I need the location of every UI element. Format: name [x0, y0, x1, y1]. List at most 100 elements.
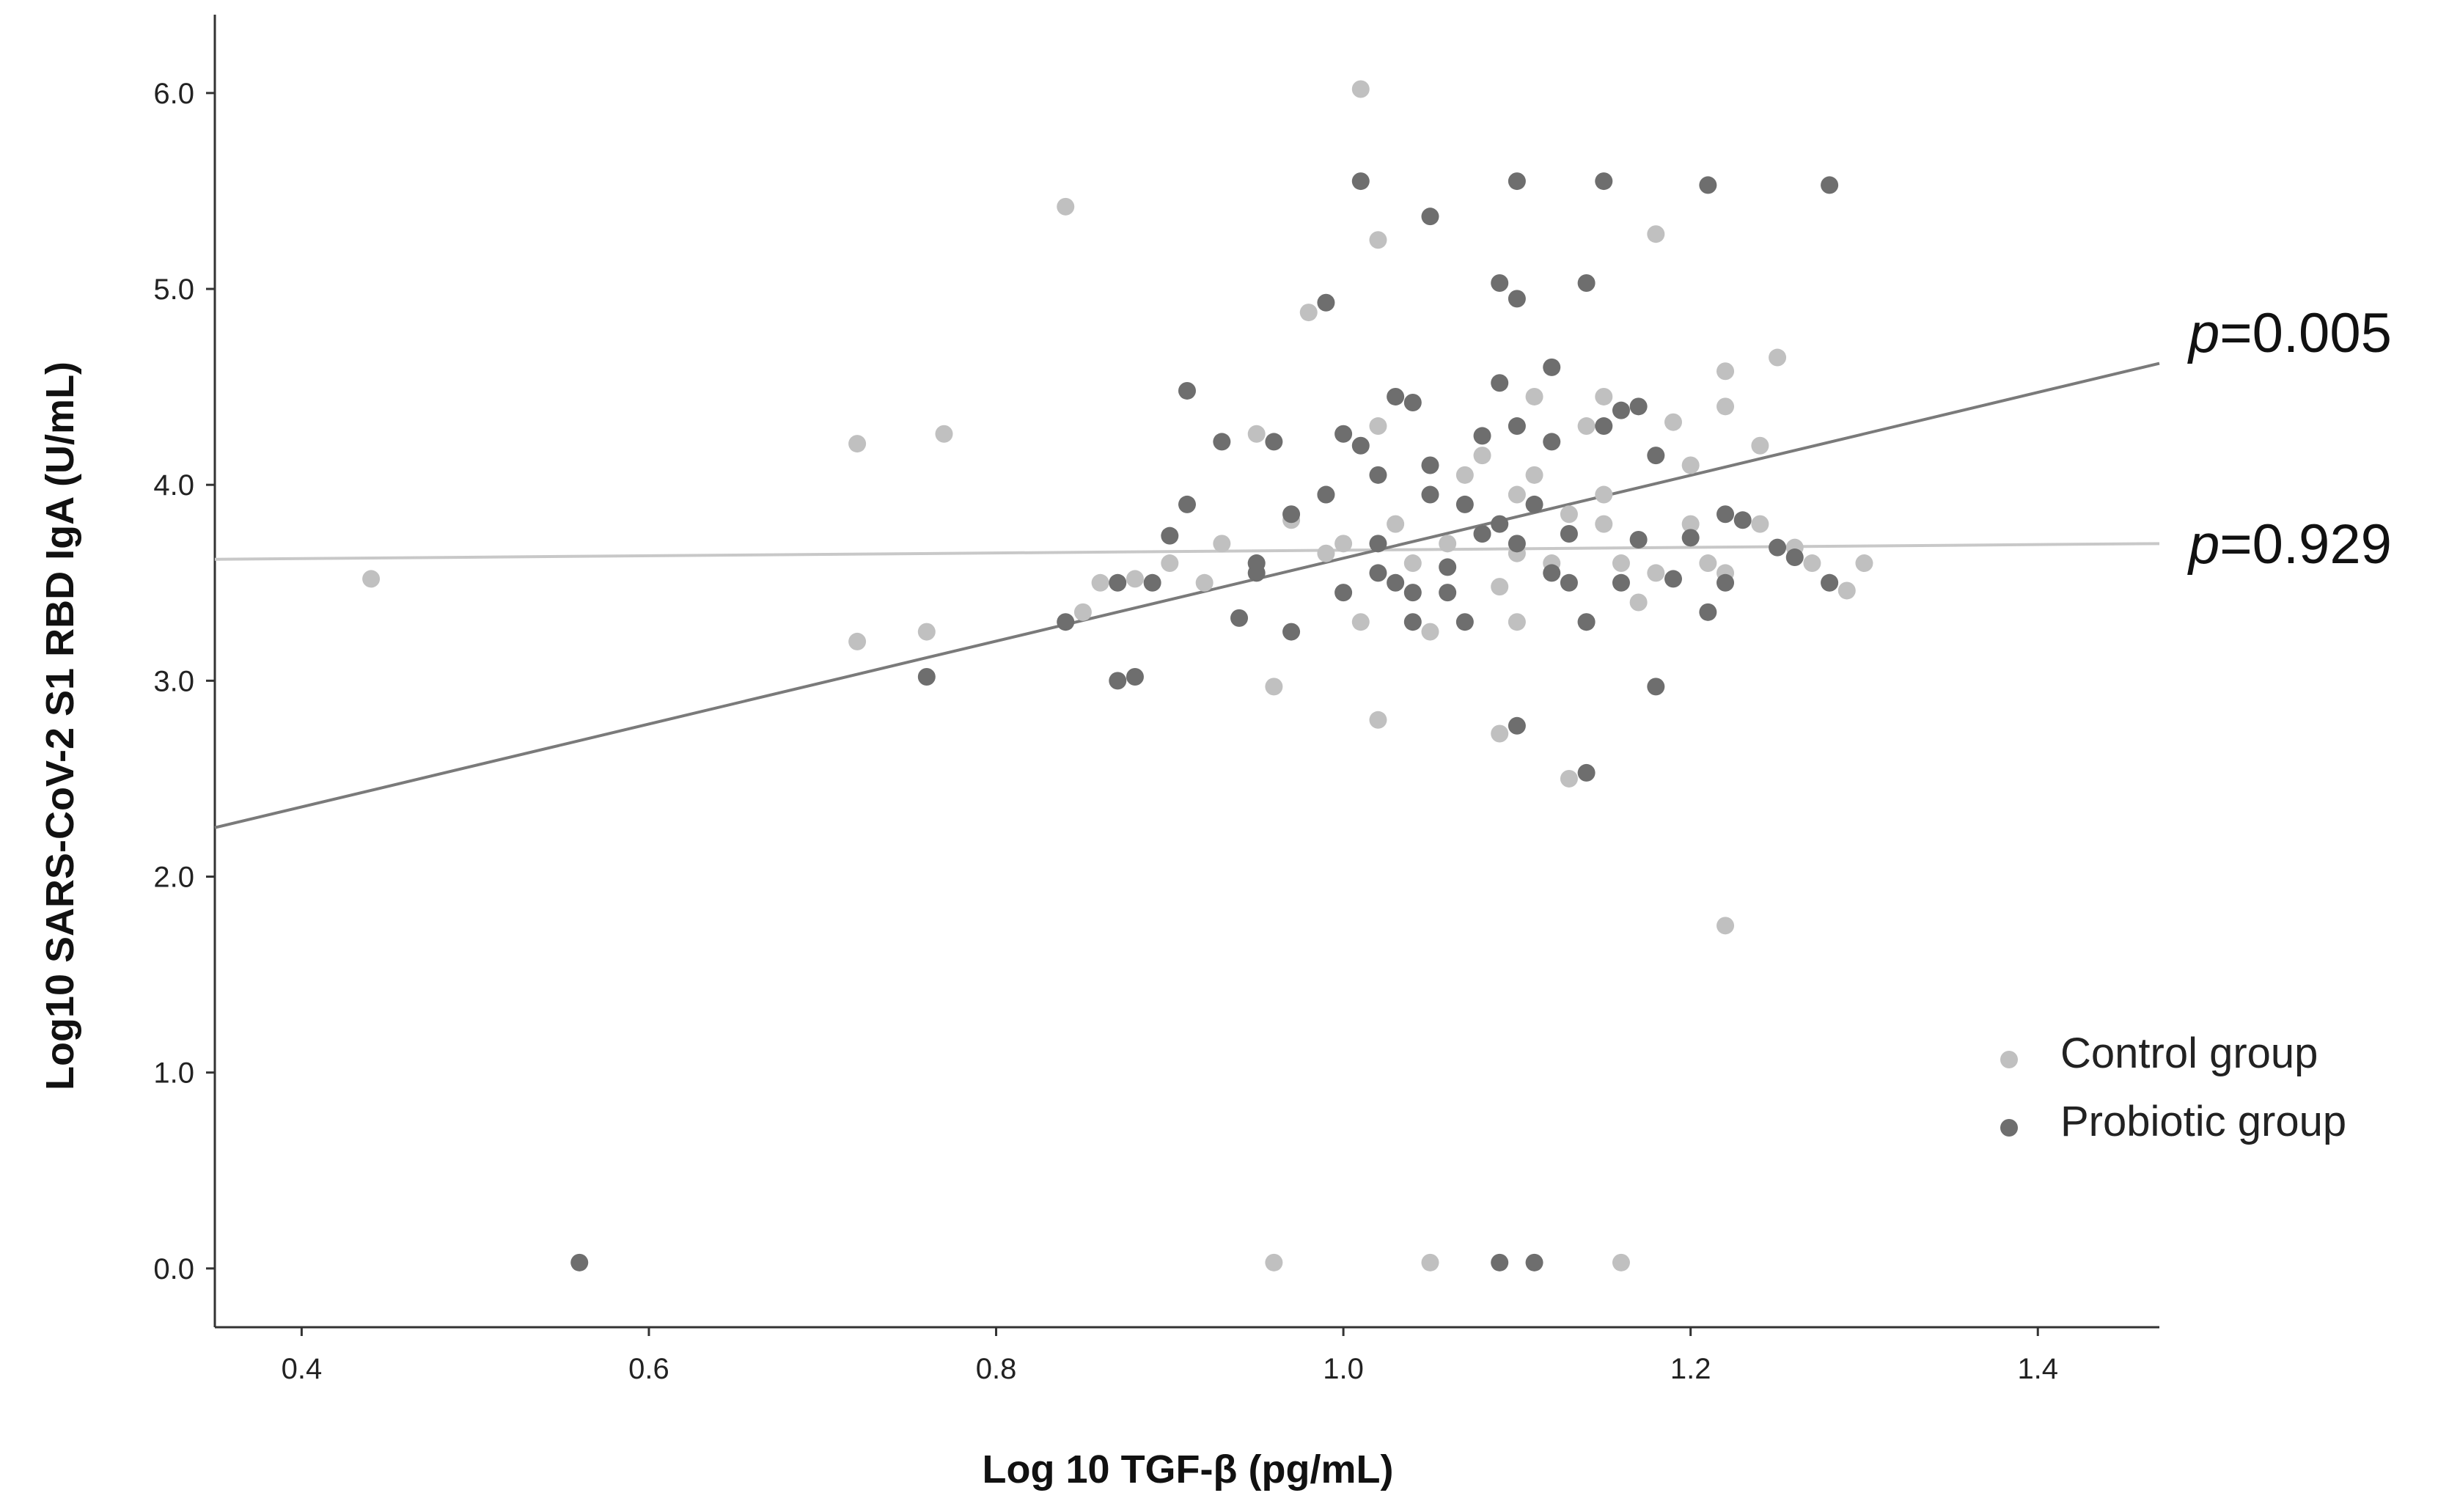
control-point: [1837, 581, 1856, 600]
probiotic-point: [1508, 290, 1526, 308]
control-point: [1317, 544, 1335, 562]
control-point: [1855, 554, 1873, 573]
control-point: [1299, 304, 1318, 322]
probiotic-point: [1439, 558, 1457, 576]
control-point: [1351, 613, 1370, 631]
probiotic-point: [1178, 381, 1196, 400]
probiotic-point: [1577, 274, 1596, 293]
fit-lines: [214, 362, 2160, 829]
probiotic-point: [917, 668, 936, 686]
probiotic-point: [1508, 716, 1526, 735]
p-value-number: =0.005: [2219, 302, 2392, 364]
probiotic-point: [1421, 208, 1439, 226]
control-point: [1403, 554, 1422, 573]
control-point: [1716, 397, 1735, 416]
probiotic-point: [1403, 393, 1422, 411]
y-tick-label: 6.0: [153, 78, 194, 110]
probiotic-point: [1769, 538, 1787, 557]
p-symbol: p: [2187, 513, 2219, 576]
control-point: [1369, 711, 1387, 729]
legend-label-control: Control group: [2060, 1030, 2318, 1077]
probiotic-point: [1491, 515, 1509, 533]
probiotic-point: [1403, 584, 1422, 602]
p-value-probiotic: p=0.005: [2187, 302, 2392, 364]
control-point: [1491, 578, 1509, 596]
control-point: [1681, 456, 1700, 474]
x-tick-label: 1.0: [1323, 1353, 1364, 1385]
control-point: [1769, 348, 1787, 367]
probiotic-point: [1629, 397, 1648, 416]
probiotic-point: [1421, 456, 1439, 474]
control-point: [1612, 554, 1630, 573]
x-tick-label: 1.2: [1670, 1353, 1711, 1385]
x-tick-label: 0.4: [282, 1353, 323, 1385]
control-point: [1681, 515, 1700, 533]
control-point: [1421, 623, 1439, 641]
control-point: [1803, 554, 1821, 573]
probiotic-point: [1629, 531, 1648, 548]
probiotic-point: [1508, 172, 1526, 191]
probiotic-point: [1821, 573, 1839, 592]
probiotic-point: [1699, 603, 1717, 621]
probiotic-point: [1230, 609, 1249, 627]
probiotic-point: [1421, 485, 1439, 504]
y-tick-label: 3.0: [153, 665, 194, 697]
probiotic-point: [1334, 425, 1353, 443]
y-tick-label: 0.0: [153, 1253, 194, 1285]
probiotic-point: [1560, 524, 1578, 543]
control-point: [1525, 466, 1543, 484]
control-point: [1455, 466, 1474, 484]
control-point: [1213, 535, 1231, 553]
control-point: [1647, 225, 1665, 243]
control-point: [1265, 1253, 1283, 1271]
control-point: [1612, 1253, 1630, 1271]
x-axis-title: Log 10 TGF-β (pg/mL): [983, 1447, 1394, 1491]
probiotic-point: [1317, 293, 1335, 312]
p-symbol: p: [2187, 302, 2219, 364]
control-point: [1073, 603, 1092, 621]
data-points: [362, 80, 1873, 1271]
probiotic-point: [1282, 505, 1301, 524]
probiotic-point: [1439, 584, 1457, 602]
control-point: [1091, 573, 1109, 592]
control-point: [917, 623, 936, 641]
control-point: [1369, 417, 1387, 436]
probiotic-point: [1699, 176, 1717, 194]
probiotic-point: [1455, 613, 1474, 631]
y-axis-title: Log10 SARS-CoV-2 S1 RBD IgA (U/mL): [38, 362, 82, 1090]
probiotic-point: [1785, 548, 1804, 567]
probiotic-point: [1247, 554, 1266, 573]
control-point: [1560, 769, 1578, 788]
probiotic-point: [1369, 535, 1387, 553]
probiotic-point: [1109, 573, 1127, 592]
control-point: [935, 425, 953, 443]
control-point: [1247, 425, 1266, 443]
control-point: [1595, 387, 1613, 405]
probiotic-point: [1161, 526, 1179, 545]
control-point: [1595, 515, 1613, 533]
probiotic-point: [1351, 172, 1370, 191]
control-point: [1473, 447, 1491, 465]
control-point: [1334, 535, 1353, 553]
control-point: [1195, 573, 1214, 592]
probiotic-point: [1543, 433, 1561, 451]
probiotic-point: [1612, 401, 1630, 419]
control-point: [1716, 362, 1735, 381]
probiotic-point: [1473, 427, 1491, 445]
y-tick-label: 2.0: [153, 862, 194, 894]
probiotic-point: [1577, 613, 1596, 631]
probiotic-point: [1595, 172, 1613, 191]
control-point: [1629, 593, 1648, 612]
control-point: [1439, 535, 1457, 553]
probiotic-point: [1647, 447, 1665, 465]
probiotic-point: [1508, 417, 1526, 436]
control-point: [1126, 570, 1144, 588]
control-point: [1664, 413, 1682, 431]
probiotic-point: [1126, 668, 1144, 686]
p-value-number: =0.929: [2219, 513, 2392, 576]
probiotic-point: [1317, 485, 1335, 504]
control-point: [1057, 197, 1075, 216]
probiotic-point: [1577, 763, 1596, 782]
probiotic-point: [1560, 573, 1578, 592]
probiotic-point: [1403, 613, 1422, 631]
